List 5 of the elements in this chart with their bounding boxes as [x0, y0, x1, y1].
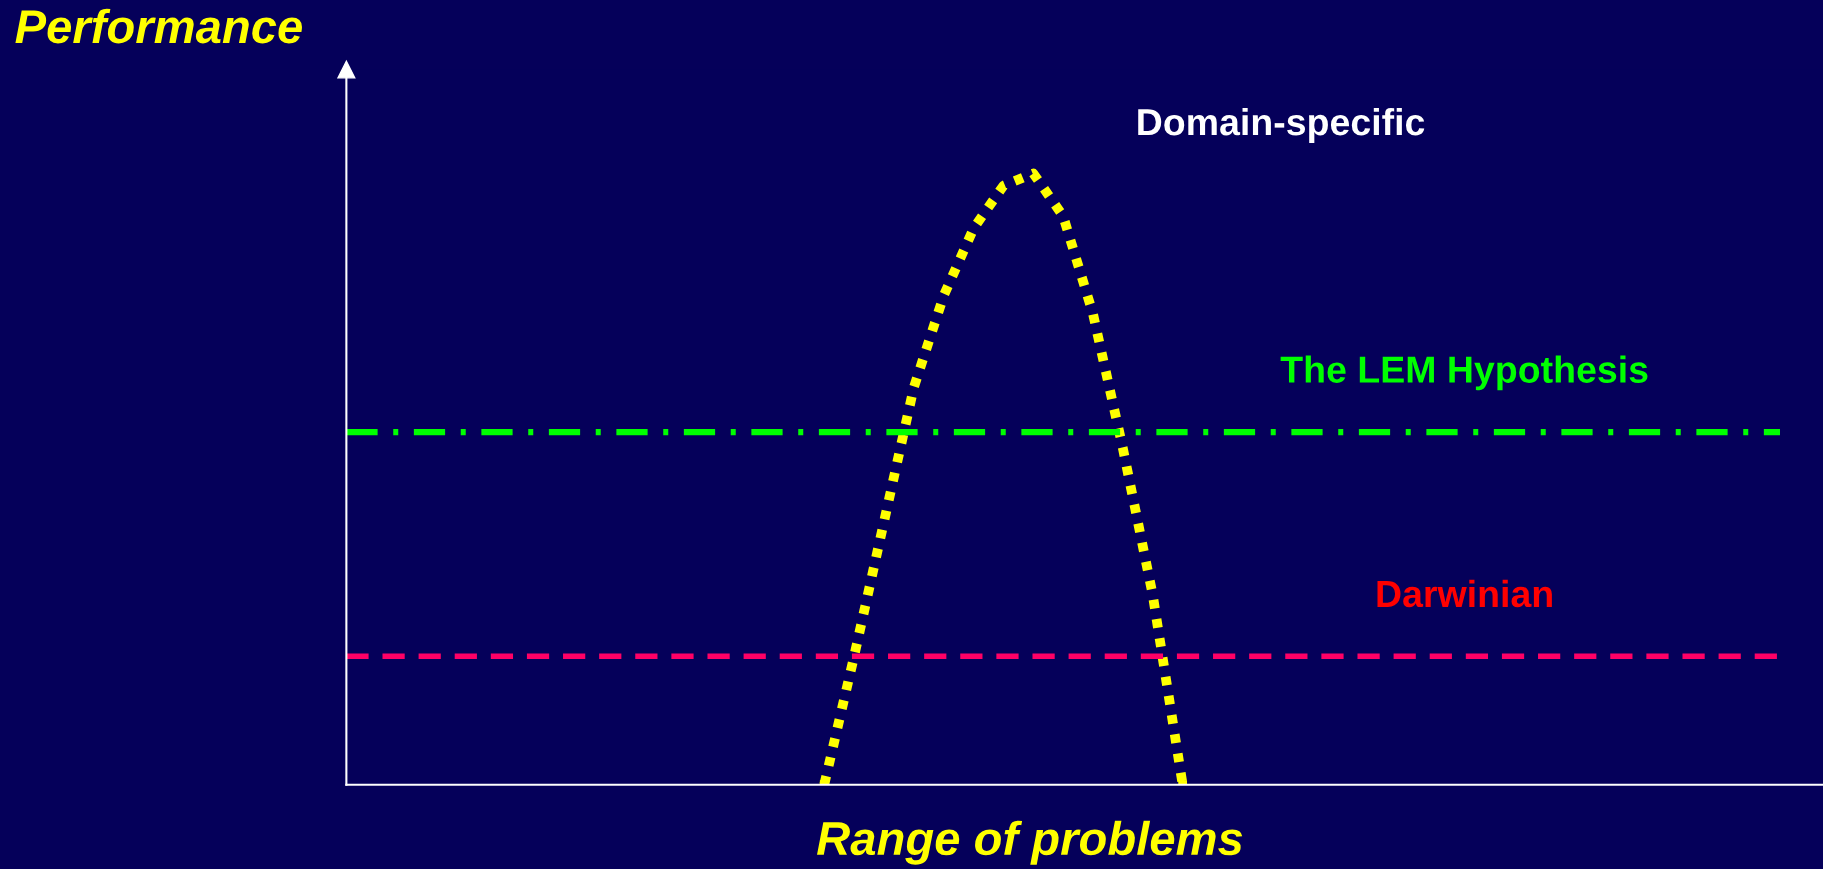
y-axis-title: Performance: [15, 8, 302, 44]
text: Domain-specific: [1138, 107, 1425, 143]
series-label: The LEM Hypothesis: [1280, 355, 1648, 391]
x-axis-title: Range of problems: [817, 820, 1243, 865]
series-label: Darwinian: [1377, 579, 1552, 608]
